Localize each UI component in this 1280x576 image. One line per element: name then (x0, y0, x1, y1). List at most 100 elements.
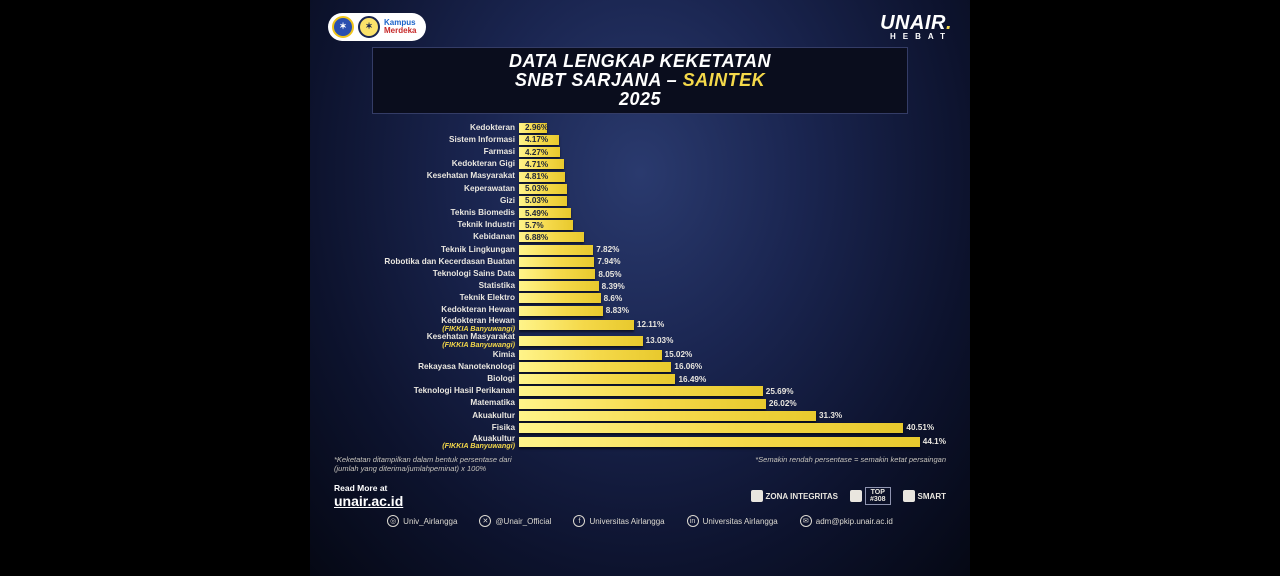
bar-row: Kedokteran Gigi4.71% (334, 158, 946, 170)
bar-row: Teknik Elektro8.6% (334, 292, 946, 304)
bar-track: 44.1% (519, 437, 946, 447)
bar-row: Teknik Industri5.7% (334, 219, 946, 231)
social-in-handle: Universitas Airlangga (703, 517, 778, 526)
social-facebook[interactable]: f Universitas Airlangga (573, 515, 664, 527)
bar-fill (519, 257, 594, 267)
bar-track: 6.88% (519, 232, 946, 242)
footnote-right: *Semakin rendah persentase = semakin ket… (755, 456, 946, 473)
social-linkedin[interactable]: in Universitas Airlangga (687, 515, 778, 527)
readmore-left: Read More at unair.ac.id (334, 483, 403, 509)
qs-icon (850, 490, 862, 502)
bar-fill (519, 245, 593, 255)
social-ig-handle: Univ_Airlangga (403, 517, 457, 526)
bar-track: 4.81% (519, 172, 946, 182)
bar-row: Rekayasa Nanoteknologi16.06% (334, 361, 946, 373)
bar-label: Robotika dan Kecerdasan Buatan (334, 258, 519, 266)
globe-icon (903, 490, 915, 502)
brand-text: UNAIR (880, 12, 946, 34)
bar-label: Matematika (334, 399, 519, 407)
bar-value: 8.83% (606, 306, 629, 315)
bar-track: 5.03% (519, 196, 946, 206)
brand-dot-icon: . (946, 12, 952, 34)
bar-label: Sistem Informasi (334, 136, 519, 144)
bar-label: Farmasi (334, 148, 519, 156)
social-instagram[interactable]: ◎ Univ_Airlangga (387, 515, 457, 527)
badge-integritas: ZONA INTEGRITAS (751, 490, 838, 502)
bar-row: Gizi5.03% (334, 195, 946, 207)
bar-track: 31.3% (519, 411, 946, 421)
badge-smart: SMART (903, 490, 946, 502)
bar-track: 7.94% (519, 257, 946, 267)
readmore-url[interactable]: unair.ac.id (334, 493, 403, 509)
bar-sublabel: (FIKKIA Banyuwangi) (334, 325, 515, 332)
bar-value: 7.94% (597, 257, 620, 266)
bar-fill (519, 374, 675, 384)
bar-value: 5.49% (525, 209, 548, 218)
bar-value: 25.69% (766, 387, 794, 396)
bar-chart: Kedokteran2.96%Sistem Informasi4.17%Farm… (334, 122, 946, 450)
bar-value: 31.3% (819, 411, 842, 420)
bar-track: 5.7% (519, 220, 946, 230)
social-x[interactable]: ✕ @Unair_Official (479, 515, 551, 527)
bar-track: 8.83% (519, 306, 946, 316)
title-line-3: 2025 (379, 90, 902, 109)
instagram-icon: ◎ (387, 515, 399, 527)
bar-value: 6.88% (525, 233, 548, 242)
title-line-1: DATA LENGKAP KEKETATAN (379, 52, 902, 71)
bar-value: 4.81% (525, 172, 548, 181)
bar-label: Fisika (334, 424, 519, 432)
bar-fill (519, 350, 662, 360)
bar-row: Akuakultur 31.3% (334, 410, 946, 422)
bar-row: Akuakultur(FIKKIA Banyuwangi)44.1% (334, 434, 946, 450)
social-email[interactable]: ✉ adm@pkip.unair.ac.id (800, 515, 893, 527)
bar-value: 15.02% (665, 350, 693, 359)
bar-value: 8.6% (604, 294, 623, 303)
linkedin-icon: in (687, 515, 699, 527)
bar-row: Teknologi Sains Data8.05% (334, 268, 946, 280)
bar-row: Statistika8.39% (334, 280, 946, 292)
social-mail-handle: adm@pkip.unair.ac.id (816, 517, 893, 526)
bar-value: 5.03% (525, 196, 548, 205)
bar-value: 8.05% (598, 270, 621, 279)
bar-label: Kedokteran Gigi (334, 160, 519, 168)
bar-row: Teknik Lingkungan7.82% (334, 244, 946, 256)
bar-row: Robotika dan Kecerdasan Buatan 7.94% (334, 256, 946, 268)
logo-pill: ✶ ✶ Kampus Merdeka (328, 13, 426, 41)
bar-value: 4.17% (525, 135, 548, 144)
bar-value: 13.03% (646, 336, 674, 345)
bar-track: 8.39% (519, 281, 946, 291)
bar-label: Keperawatan (334, 185, 519, 193)
badge-smart-label: SMART (918, 492, 946, 501)
bar-track: 13.03% (519, 336, 946, 346)
badges-row: ZONA INTEGRITAS TOP #308 SMART (751, 487, 946, 505)
unair-seal-icon: ✶ (358, 16, 380, 38)
bar-label: Teknis Biomedis (334, 209, 519, 217)
bar-value: 16.49% (678, 375, 706, 384)
bar-label: Akuakultur (334, 412, 519, 420)
title-box: DATA LENGKAP KEKETATAN SNBT SARJANA – SA… (372, 47, 909, 114)
bar-label: Kedokteran Hewan(FIKKIA Banyuwangi) (334, 317, 519, 331)
bar-fill (519, 423, 903, 433)
badge-qs: TOP #308 (850, 487, 891, 505)
bar-value: 40.51% (906, 423, 934, 432)
bar-track: 2.96% (519, 123, 946, 133)
bar-fill (519, 293, 601, 303)
bar-label: Kimia (334, 351, 519, 359)
bar-row: Kesehatan Masyarakat4.81% (334, 170, 946, 182)
bar-track: 7.82% (519, 245, 946, 255)
header-right: UNAIR. HEBAT (880, 12, 952, 41)
header: ✶ ✶ Kampus Merdeka UNAIR. HEBAT (328, 12, 952, 41)
bar-value: 5.7% (525, 221, 544, 230)
mail-icon: ✉ (800, 515, 812, 527)
bar-fill (519, 281, 599, 291)
bar-label: Rekayasa Nanoteknologi (334, 363, 519, 371)
bar-row: Fisika 40.51% (334, 422, 946, 434)
readmore-label: Read More at (334, 483, 403, 493)
bar-row: Kedokteran Hewan(FIKKIA Banyuwangi)12.11… (334, 317, 946, 333)
bar-fill (519, 269, 595, 279)
bar-track: 5.49% (519, 208, 946, 218)
bar-track: 4.27% (519, 147, 946, 157)
bar-track: 4.17% (519, 135, 946, 145)
bar-fill (519, 437, 920, 447)
bar-track: 16.06% (519, 362, 946, 372)
